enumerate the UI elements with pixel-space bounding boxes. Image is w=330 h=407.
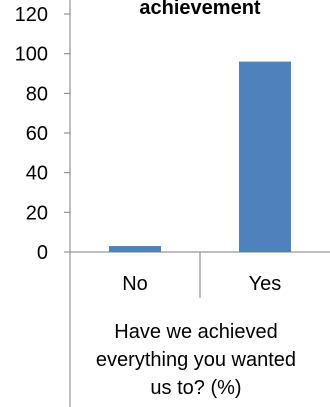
chart-title-text: achievement: [139, 0, 261, 19]
x-axis-label-line: us to? (%): [150, 377, 241, 399]
bars: [109, 61, 291, 252]
y-tick-label: 20: [26, 202, 48, 224]
category-label-yes: Yes: [249, 273, 282, 295]
bar-yes: [239, 61, 291, 252]
y-tick-label: 100: [15, 44, 48, 66]
y-tick-label: 0: [37, 242, 48, 264]
category-label-no: No: [122, 273, 148, 295]
y-tick-label: 120: [15, 4, 48, 26]
y-tick-label: 80: [26, 83, 48, 105]
x-axis-label: Have we achieved everything you wanted us …: [96, 321, 296, 399]
bar-no: [109, 246, 161, 252]
y-axis-ticks: 0 20 40 60 80 100 120: [15, 4, 70, 264]
x-axis-label-line: Have we achieved: [114, 321, 277, 343]
y-tick-label: 60: [26, 123, 48, 145]
chart-title: achievement: [139, 0, 261, 19]
y-tick-label: 40: [26, 163, 48, 185]
x-axis-categories: No Yes: [122, 273, 281, 295]
x-axis-label-line: everything you wanted: [96, 349, 296, 371]
